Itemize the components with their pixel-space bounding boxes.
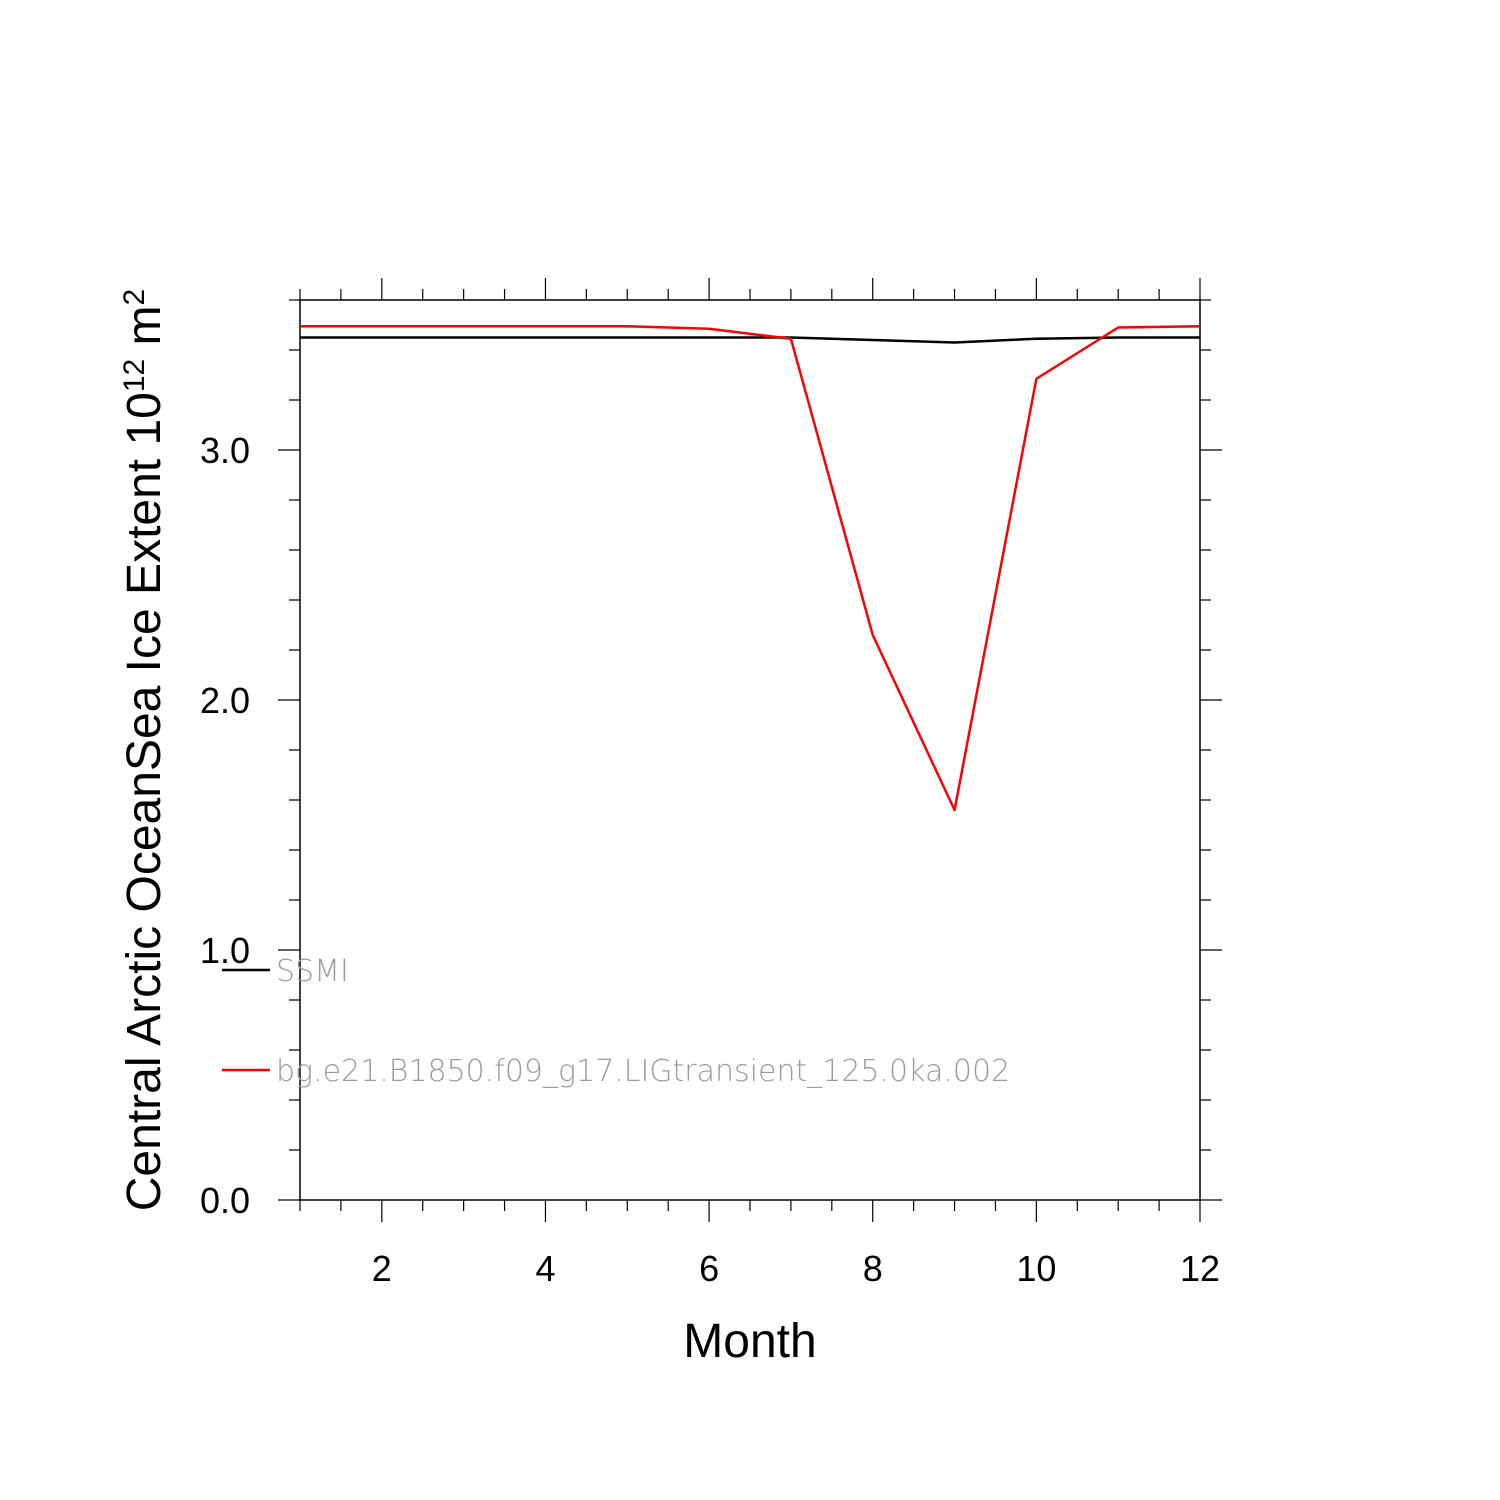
y-tick-label: 0.0: [200, 1180, 250, 1221]
y-tick-label: 2.0: [200, 680, 250, 721]
y-axis-title-exponent: 12: [118, 359, 151, 392]
legend-label-ssmi: SSMI: [276, 954, 349, 989]
x-tick-label: 6: [699, 1248, 719, 1289]
y-axis-title: Central Arctic OceanSea Ice Extent 1012 …: [118, 289, 172, 1211]
x-tick-label: 12: [1180, 1248, 1220, 1289]
series-line-ssmi: [300, 336, 1200, 344]
legend-label-model: bg.e21.B1850.f09_g17.LIGtransient_125.0k…: [276, 1054, 1010, 1089]
tick-label-layer: 2 4 6 8 10 12 0.0 1.0 2.0 3.0: [200, 430, 1220, 1289]
x-tick-label: 4: [535, 1248, 555, 1289]
plot-frame: [299, 299, 1201, 1201]
x-axis-title: Month: [683, 1315, 816, 1368]
y-axis-title-unit: m: [118, 305, 171, 358]
ticks-layer: [278, 278, 1222, 1222]
legend: SSMI bg.e21.B1850.f09_g17.LIGtransient_1…: [222, 954, 1010, 1089]
x-tick-label: 8: [863, 1248, 883, 1289]
y-tick-label: 1.0: [200, 930, 250, 971]
y-axis-title-main: Central Arctic OceanSea Ice Extent 10: [118, 392, 171, 1211]
y-axis-title-unit-exponent: 2: [118, 289, 151, 306]
series-layer: [300, 325, 1201, 812]
y-tick-label: 3.0: [200, 430, 250, 471]
x-tick-label: 2: [372, 1248, 392, 1289]
x-tick-label: 10: [1016, 1248, 1056, 1289]
series-line-model: [300, 325, 1201, 812]
